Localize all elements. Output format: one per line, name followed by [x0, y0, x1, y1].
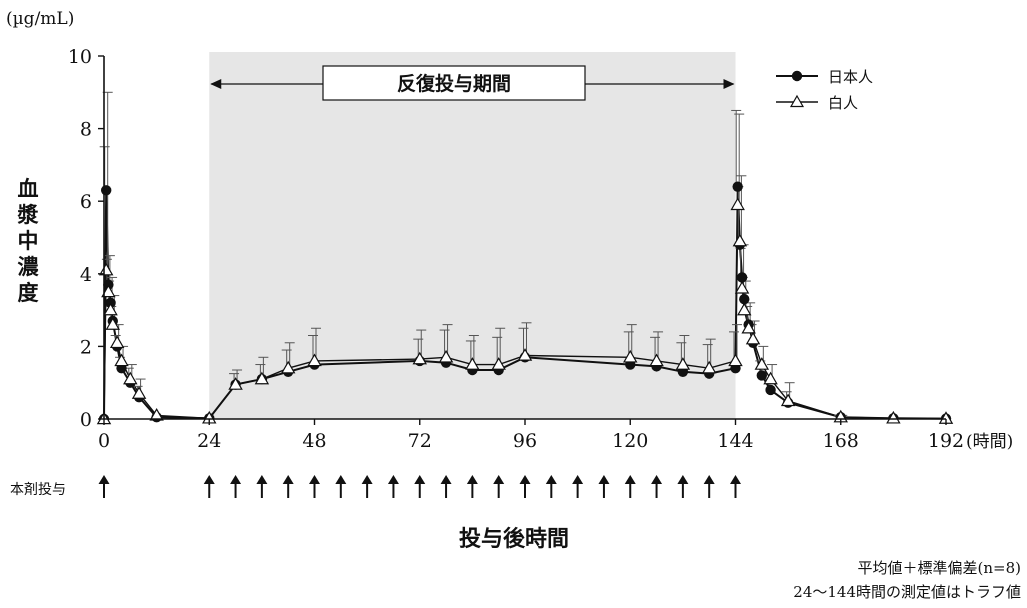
point-s2-1: [98, 262, 114, 276]
dose-arrowhead-14: [545, 475, 557, 484]
point-s2-18: [491, 357, 506, 370]
dose-arrowhead-4: [282, 475, 294, 484]
point-s2-27: [734, 280, 750, 294]
legend-label-1: 日本人: [828, 68, 873, 86]
x-tick-label-96: 96: [513, 430, 537, 452]
dose-arrowhead-5: [309, 475, 320, 484]
point-s2-15: [412, 351, 427, 365]
footnote-mean-sd: 平均値＋標準偏差(n=8): [857, 559, 1021, 577]
dose-arrowhead-20: [703, 475, 715, 484]
point-s2-19: [517, 348, 533, 361]
y-tick-label-2: 2: [80, 336, 92, 358]
footnote-trough: 24～144時間の測定値はトラフ値: [793, 583, 1021, 601]
point-s2-35: [886, 410, 901, 424]
point-s1-32: [765, 384, 776, 396]
point-s2-8: [131, 386, 147, 399]
dose-arrowhead-12: [493, 475, 505, 484]
x-tick-label-192: 192: [928, 430, 964, 452]
dose-arrowhead-8: [387, 475, 399, 484]
x-tick-label-168: 168: [823, 430, 859, 452]
dose-arrowhead-7: [361, 475, 373, 484]
x-tick-label-0: 0: [98, 430, 110, 452]
point-s2-3: [103, 302, 118, 316]
point-s2-31: [754, 357, 770, 370]
point-s2-9: [149, 407, 164, 421]
dose-arrowhead-10: [440, 475, 452, 484]
period-arrow-left-head: [210, 79, 222, 89]
x-axis-unit: (時間): [966, 432, 1013, 452]
point-s2-14: [307, 353, 322, 367]
point-s2-32: [763, 371, 778, 385]
dose-arrowhead-18: [651, 475, 663, 484]
point-s1-25: [732, 181, 743, 192]
dose-arrowhead-9: [414, 475, 426, 484]
y-tick-label-6: 6: [80, 191, 92, 213]
dose-arrowhead-2: [230, 475, 242, 484]
point-s2-13: [280, 360, 296, 374]
dose-arrowhead-0: [98, 475, 110, 484]
dose-arrowhead-1: [203, 475, 215, 484]
point-s2-29: [741, 320, 756, 334]
y-tick-label-4: 4: [80, 264, 92, 286]
point-s2-21: [649, 353, 664, 367]
point-s2-4: [105, 317, 121, 330]
dose-arrowhead-11: [466, 475, 478, 484]
x-tick-label-48: 48: [302, 430, 326, 452]
legend-marker-2: [789, 94, 805, 108]
period-label: 反復投与期間: [397, 72, 511, 95]
dose-arrowhead-19: [677, 475, 689, 484]
x-tick-label-120: 120: [612, 430, 648, 452]
dosing-label: 本剤投与: [10, 482, 66, 498]
y-tick-label-0: 0: [80, 409, 92, 431]
dose-arrowhead-16: [598, 475, 610, 484]
point-s2-6: [114, 353, 129, 367]
x-tick-label-24: 24: [197, 430, 221, 452]
point-s2-30: [745, 331, 761, 345]
point-s2-22: [675, 357, 691, 370]
x-tick-label-144: 144: [717, 430, 753, 452]
point-s2-7: [123, 371, 138, 385]
x-axis-label: 投与後時間: [459, 526, 569, 552]
y-axis-label: 血漿中濃度: [17, 176, 40, 305]
point-s1-31: [756, 370, 768, 381]
point-s2-33: [780, 393, 796, 407]
y-axis-unit: (µg/mL): [6, 9, 74, 29]
period-arrow-right-head: [723, 79, 735, 89]
point-s1-27: [736, 272, 748, 283]
dose-arrowhead-15: [572, 475, 584, 484]
legend-label-2: 白人: [828, 94, 858, 112]
point-s2-5: [109, 335, 125, 349]
dose-arrowhead-3: [256, 475, 268, 484]
point-s2-28: [737, 302, 752, 316]
point-s2-20: [623, 349, 638, 363]
point-s2-23: [701, 360, 717, 374]
legend-marker-1: [791, 70, 803, 82]
dose-arrowhead-6: [335, 475, 347, 484]
point-s1-1: [100, 185, 112, 196]
point-s2-12: [254, 371, 270, 385]
dose-arrowhead-17: [624, 475, 636, 484]
point-s1-28: [739, 294, 750, 305]
point-s2-25: [730, 197, 745, 211]
y-tick-label-8: 8: [80, 119, 92, 141]
point-s2-26: [732, 233, 748, 247]
period-label-box: [322, 65, 586, 101]
point-s2-11: [228, 377, 243, 390]
point-s2-16: [438, 349, 454, 363]
point-s2-24: [728, 353, 743, 367]
point-s2-2: [101, 284, 116, 298]
point-s2-17: [465, 357, 480, 370]
dose-arrowhead-21: [730, 475, 741, 484]
x-tick-label-72: 72: [408, 430, 432, 452]
y-tick-label-10: 10: [68, 46, 92, 68]
dose-arrowhead-13: [519, 475, 531, 484]
